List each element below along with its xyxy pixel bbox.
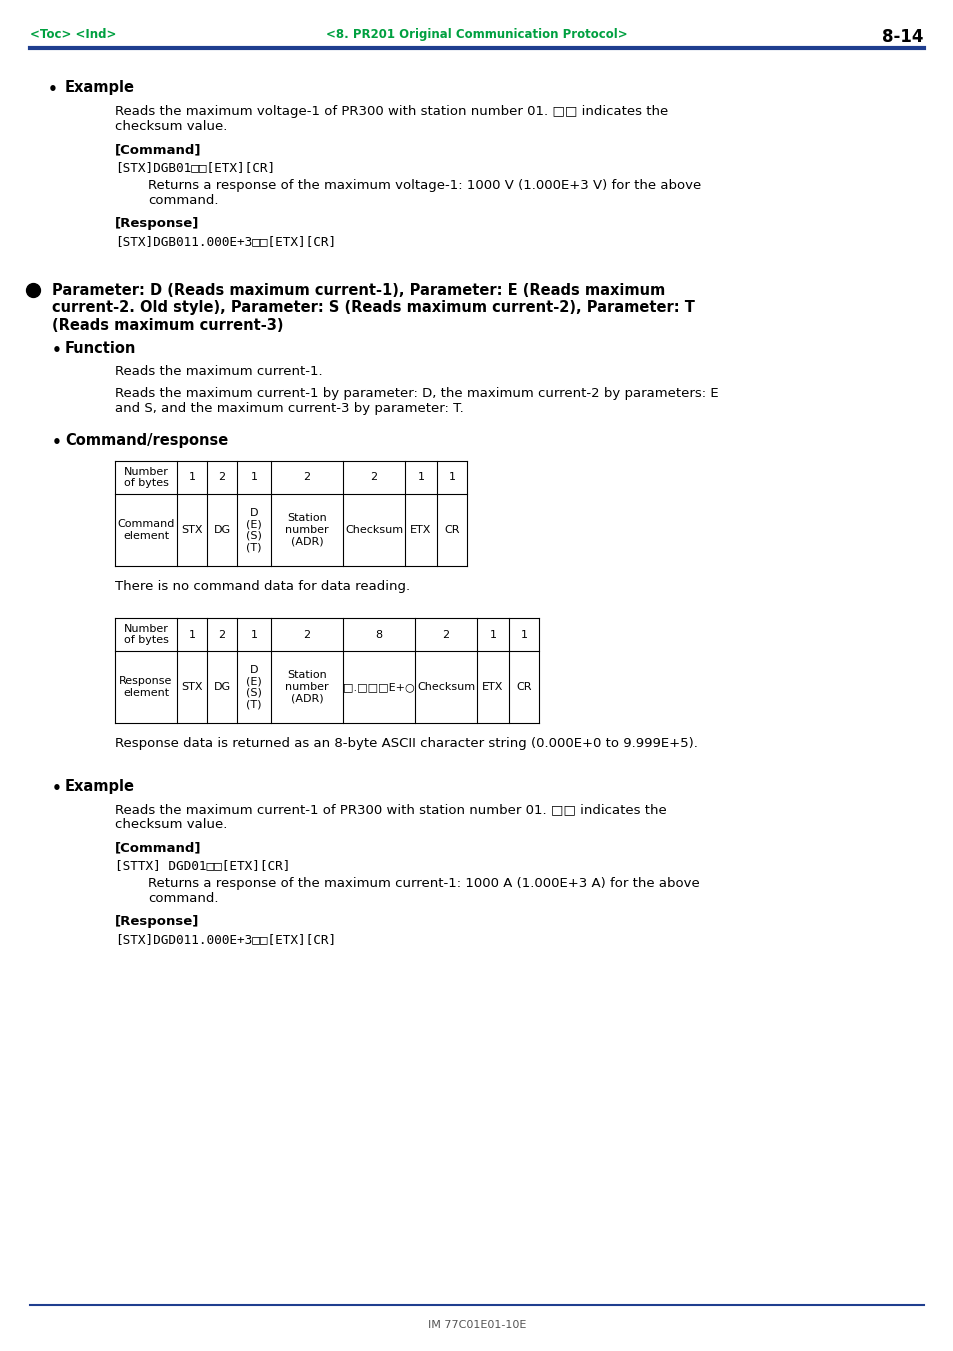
Text: Response data is returned as an 8-byte ASCII character string (0.000E+0 to 9.999: Response data is returned as an 8-byte A… [115,738,698,750]
Text: Command
element: Command element [117,519,174,540]
Text: 1: 1 [448,473,455,482]
Text: Station
number
(ADR): Station number (ADR) [285,670,329,704]
Text: CR: CR [444,526,459,535]
Text: Example: Example [65,80,135,95]
Text: •: • [52,343,62,358]
Text: 2: 2 [442,630,449,639]
Text: Checksum: Checksum [416,682,475,692]
Text: [Response]: [Response] [115,915,199,928]
Text: ETX: ETX [482,682,503,692]
Text: CR: CR [516,682,531,692]
Text: [Command]: [Command] [115,842,201,854]
Text: [STTX] DGD01□□[ETX][CR]: [STTX] DGD01□□[ETX][CR] [115,859,290,871]
Text: □.□□□E+○: □.□□□E+○ [343,682,415,692]
Text: 2: 2 [370,473,377,482]
Text: Checksum: Checksum [345,526,402,535]
Text: 1: 1 [417,473,424,482]
Text: Returns a response of the maximum voltage-1: 1000 V (1.000E+3 V) for the above
c: Returns a response of the maximum voltag… [148,178,700,207]
Text: Reads the maximum voltage-1 of PR300 with station number 01. □□ indicates the
ch: Reads the maximum voltage-1 of PR300 wit… [115,105,667,132]
Text: 2: 2 [303,630,311,639]
Text: 8-14: 8-14 [882,28,923,46]
Text: 2: 2 [218,630,225,639]
Text: There is no command data for data reading.: There is no command data for data readin… [115,580,410,593]
Text: DG: DG [213,526,231,535]
Text: D
(E)
(S)
(T): D (E) (S) (T) [246,508,262,553]
Text: <Toc> <Ind>: <Toc> <Ind> [30,28,116,41]
Text: D
(E)
(S)
(T): D (E) (S) (T) [246,665,262,709]
Text: Reads the maximum current-1 of PR300 with station number 01. □□ indicates the
ch: Reads the maximum current-1 of PR300 wit… [115,802,666,831]
Text: Reads the maximum current-1 by parameter: D, the maximum current-2 by parameters: Reads the maximum current-1 by parameter… [115,386,718,415]
Text: [STX]DGB011.000E+3□□[ETX][CR]: [STX]DGB011.000E+3□□[ETX][CR] [115,235,335,249]
Text: Function: Function [65,340,136,357]
Text: 2: 2 [303,473,311,482]
Text: Station
number
(ADR): Station number (ADR) [285,513,329,547]
Text: •: • [52,781,62,796]
Text: 8: 8 [375,630,382,639]
Text: Response
element: Response element [119,677,172,698]
Text: DG: DG [213,682,231,692]
Text: IM 77C01E01-10E: IM 77C01E01-10E [427,1320,526,1329]
Text: 1: 1 [489,630,496,639]
Text: ETX: ETX [410,526,432,535]
Text: 1: 1 [189,473,195,482]
Text: 1: 1 [251,473,257,482]
Text: Parameter: D (Reads maximum current-1), Parameter: E (Reads maximum
current-2. O: Parameter: D (Reads maximum current-1), … [52,282,694,332]
Text: 1: 1 [189,630,195,639]
Text: 2: 2 [218,473,225,482]
Text: 1: 1 [251,630,257,639]
Text: Returns a response of the maximum current-1: 1000 A (1.000E+3 A) for the above
c: Returns a response of the maximum curren… [148,877,699,905]
Text: <8. PR201 Original Communication Protocol>: <8. PR201 Original Communication Protoco… [326,28,627,41]
Text: Command/response: Command/response [65,434,228,449]
Text: STX: STX [181,682,203,692]
Text: STX: STX [181,526,203,535]
Text: [Command]: [Command] [115,143,201,155]
Text: [STX]DGD011.000E+3□□[ETX][CR]: [STX]DGD011.000E+3□□[ETX][CR] [115,934,335,946]
Text: Number
of bytes: Number of bytes [124,466,169,488]
Text: Reads the maximum current-1.: Reads the maximum current-1. [115,365,322,378]
Text: •: • [52,435,62,450]
Text: Example: Example [65,780,135,794]
Text: [Response]: [Response] [115,218,199,230]
Text: Number
of bytes: Number of bytes [124,624,169,646]
Text: [STX]DGB01□□[ETX][CR]: [STX]DGB01□□[ETX][CR] [115,161,274,174]
Text: •: • [48,82,58,97]
Text: 1: 1 [520,630,527,639]
